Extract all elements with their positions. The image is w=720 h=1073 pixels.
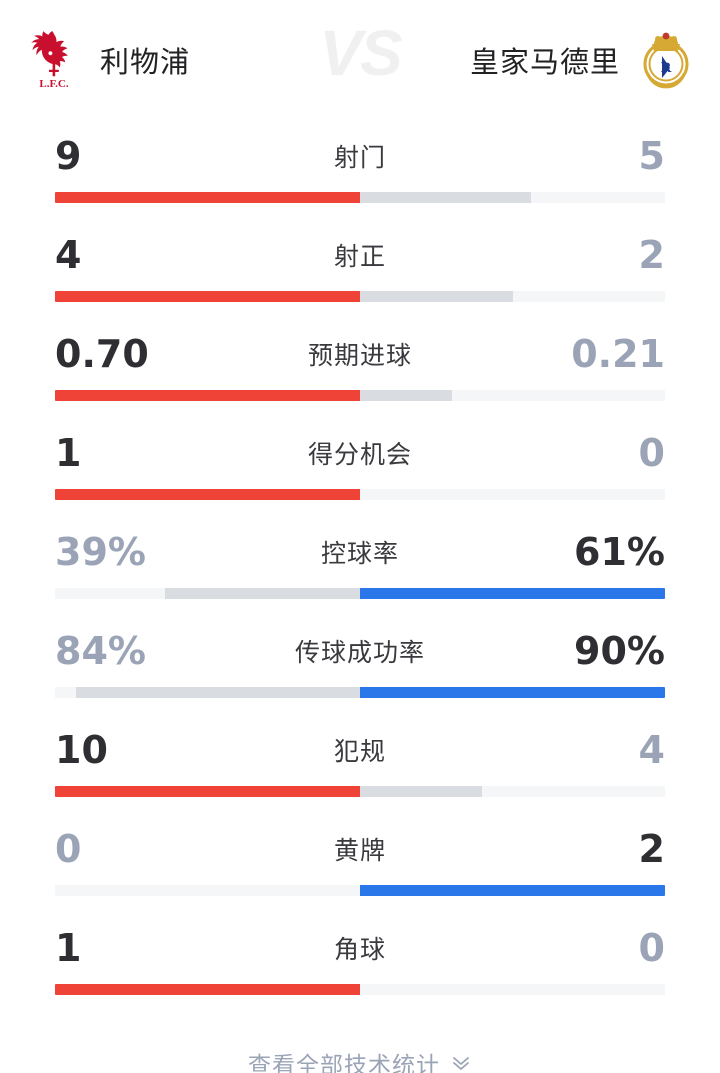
home-stat-bar: [55, 291, 360, 302]
home-stat-bar: [55, 984, 360, 995]
home-stat-value: 1: [55, 431, 82, 475]
stat-label: 犯规: [333, 738, 386, 766]
home-stat-value: 1: [55, 926, 82, 970]
stat-bar-track: [55, 291, 665, 302]
away-stat-bar: [360, 786, 482, 797]
double-chevron-down-icon: [450, 1052, 472, 1073]
home-stat-value: 4: [55, 233, 82, 277]
vs-watermark: VS: [319, 17, 402, 89]
away-stat-value: 0: [638, 431, 665, 475]
stat-row: 84% 传球成功率 90%: [0, 615, 720, 714]
away-stat-bar: [360, 885, 665, 896]
stat-bar-track: [55, 885, 665, 896]
away-stat-bar: [360, 291, 513, 302]
stat-row: 39% 控球率 61%: [0, 516, 720, 615]
away-team[interactable]: 皇家马德里 R: [470, 30, 694, 90]
home-team[interactable]: L.F.C. 利物浦: [26, 30, 190, 90]
home-stat-bar: [55, 192, 360, 203]
stat-bar-track: [55, 786, 665, 797]
stat-bar-track: [55, 192, 665, 203]
away-stat-value: 2: [638, 827, 665, 871]
home-stat-bar: [164, 588, 360, 599]
stat-label: 射正: [333, 243, 386, 271]
home-stat-value: 10: [55, 728, 108, 772]
home-stat-value: 84%: [55, 629, 146, 673]
stat-row-values: 84% 传球成功率 90%: [55, 615, 665, 687]
stat-label: 角球: [333, 936, 386, 964]
home-stat-value: 0: [55, 827, 82, 871]
away-stat-value: 61%: [574, 530, 665, 574]
stat-row-values: 39% 控球率 61%: [55, 516, 665, 588]
stat-bar-track: [55, 984, 665, 995]
home-stat-bar: [55, 786, 360, 797]
svg-text:L.F.C.: L.F.C.: [39, 78, 68, 90]
stat-row: 0 黄牌 2: [0, 813, 720, 912]
svg-text:R: R: [661, 60, 672, 76]
stat-label: 得分机会: [307, 441, 412, 469]
away-stat-value: 2: [638, 233, 665, 277]
liverpool-crest-icon: L.F.C.: [26, 30, 82, 90]
stat-row: 0.70 预期进球 0.21: [0, 318, 720, 417]
stat-list: 9 射门 5 4 射正 2 0.70 预期进球 0.21 1 得分机会 0 39% 控球率 61% 84% 传球…: [0, 120, 720, 1011]
stat-row: 1 角球 0: [0, 912, 720, 1011]
away-stat-bar: [360, 588, 665, 599]
away-stat-bar: [360, 192, 531, 203]
view-all-stats-label: 查看全部技术统计: [248, 1052, 440, 1073]
away-stat-bar: [360, 687, 665, 698]
away-team-name: 皇家马德里: [469, 47, 620, 79]
stat-row-values: 1 角球 0: [55, 912, 665, 984]
home-stat-value: 39%: [55, 530, 146, 574]
away-stat-bar: [360, 390, 452, 401]
home-stat-value: 9: [55, 134, 82, 178]
home-stat-value: 0.70: [55, 332, 149, 376]
away-stat-value: 5: [638, 134, 665, 178]
away-stat-value: 0: [638, 926, 665, 970]
away-stat-value: 4: [638, 728, 665, 772]
stat-bar-track: [55, 390, 665, 401]
home-stat-bar: [55, 489, 360, 500]
stat-bar-track: [55, 489, 665, 500]
home-stat-bar: [55, 390, 360, 401]
away-stat-value: 0.21: [571, 332, 665, 376]
stat-row-values: 1 得分机会 0: [55, 417, 665, 489]
stat-label: 射门: [333, 144, 386, 172]
stat-bar-track: [55, 588, 665, 599]
view-all-stats-button[interactable]: 查看全部技术统计: [0, 1033, 720, 1073]
stat-row: 4 射正 2: [0, 219, 720, 318]
stat-row-values: 10 犯规 4: [55, 714, 665, 786]
stat-bar-track: [55, 687, 665, 698]
stat-row: 1 得分机会 0: [0, 417, 720, 516]
stat-label: 黄牌: [333, 837, 386, 865]
match-header: L.F.C. 利物浦 VS 皇家马德里 R: [0, 0, 720, 120]
real-madrid-crest-icon: R: [638, 30, 694, 90]
stat-row-values: 0.70 预期进球 0.21: [55, 318, 665, 390]
stat-row: 10 犯规 4: [0, 714, 720, 813]
stat-row: 9 射门 5: [0, 120, 720, 219]
stat-row-values: 4 射正 2: [55, 219, 665, 291]
home-stat-bar: [76, 687, 360, 698]
stat-row-values: 0 黄牌 2: [55, 813, 665, 885]
stat-row-values: 9 射门 5: [55, 120, 665, 192]
home-team-name: 利物浦: [100, 47, 191, 79]
away-stat-value: 90%: [574, 629, 665, 673]
